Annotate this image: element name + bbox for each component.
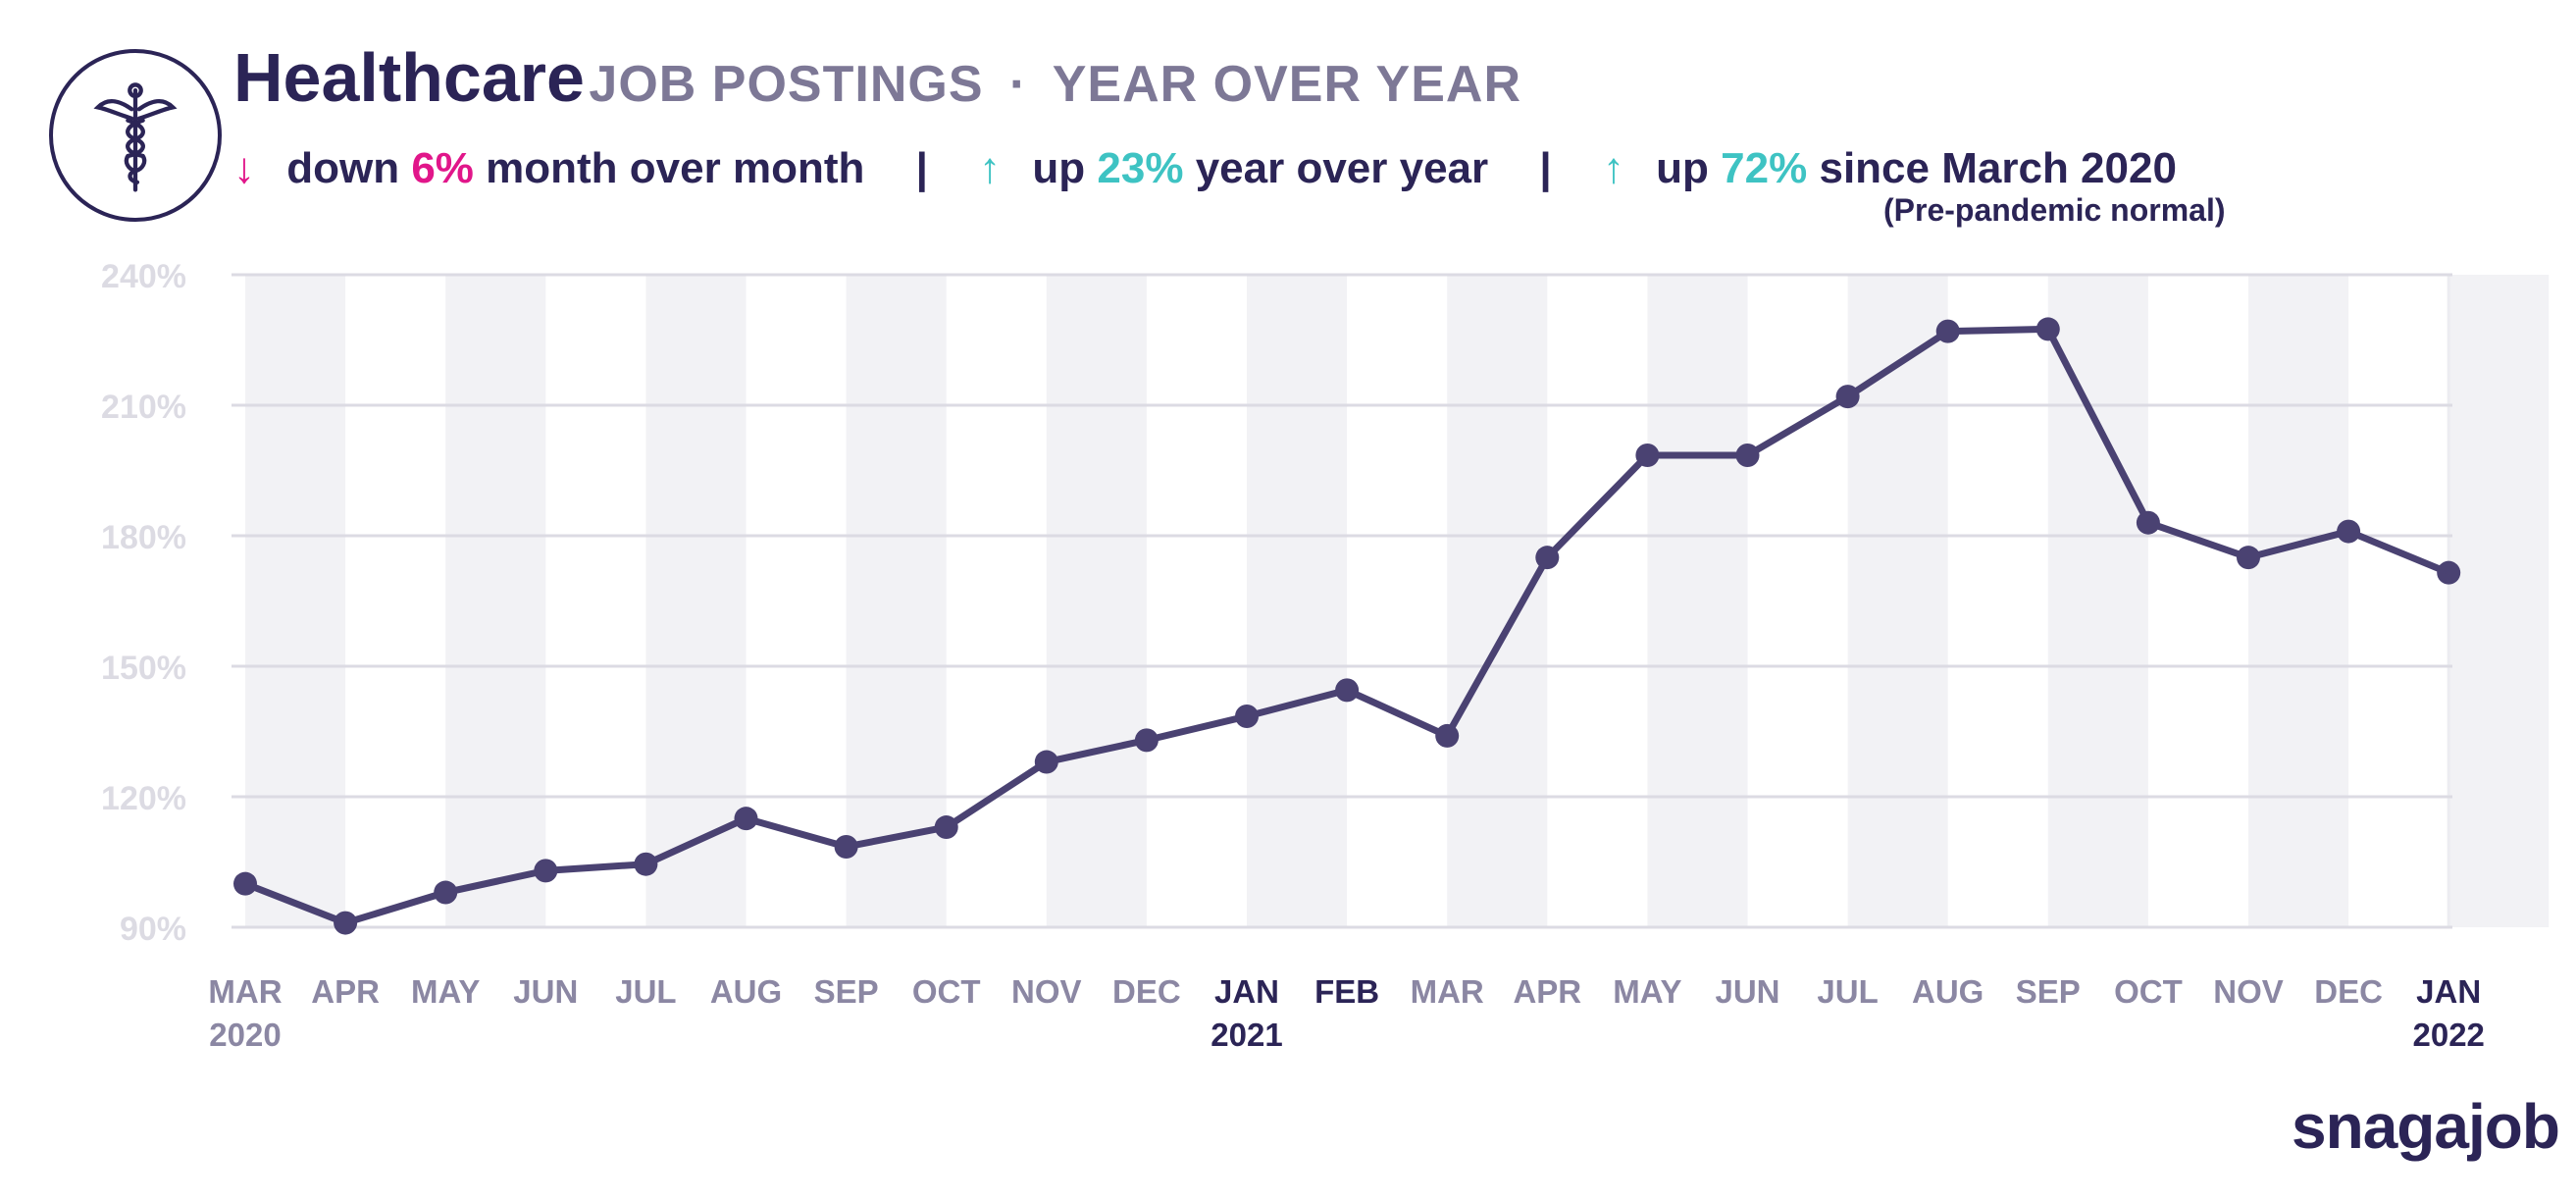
- title-year-over-year: YEAR OVER YEAR: [1052, 56, 1522, 113]
- x-tick-label: SEP: [814, 973, 879, 1010]
- column-band: [1847, 275, 1948, 927]
- stat-mom-value: 6%: [411, 144, 474, 192]
- data-point: [1134, 728, 1159, 753]
- x-tick-label: OCT: [2114, 973, 2183, 1010]
- column-band: [245, 275, 346, 927]
- column-band: [2047, 275, 2148, 927]
- data-point: [1335, 678, 1360, 703]
- pre-pandemic-note: (Pre-pandemic normal): [1883, 192, 2226, 228]
- data-point: [734, 807, 758, 831]
- data-point: [1835, 385, 1860, 409]
- arrow-up-icon: ↑: [1602, 144, 1624, 192]
- stats-row: ↓ down 6% month over month | ↑ up 23% ye…: [233, 137, 2177, 200]
- title-separator-dot: ·: [1008, 56, 1027, 113]
- title-industry: Healthcare: [233, 39, 585, 116]
- x-tick-label: SEP: [2016, 973, 2081, 1010]
- data-point: [434, 880, 458, 905]
- stat-month-over-month: ↓ down 6% month over month: [233, 137, 864, 200]
- y-tick-label: 120%: [101, 780, 186, 817]
- stat-year-over-year: ↑ up 23% year over year: [979, 137, 1488, 200]
- stat-mom-prefix: down: [286, 144, 400, 192]
- data-point: [1535, 546, 1560, 570]
- snagajob-logo: snagajob: [2292, 1091, 2560, 1162]
- data-point: [2337, 519, 2361, 544]
- x-tick-label: JUN: [513, 973, 578, 1010]
- data-point: [1635, 443, 1660, 467]
- stat-since-suffix: since March 2020: [1819, 144, 2177, 192]
- column-band: [1247, 275, 1348, 927]
- data-point: [1435, 723, 1460, 748]
- data-point: [1034, 750, 1058, 774]
- column-band: [2248, 275, 2349, 927]
- stat-separator: |: [1539, 144, 1552, 192]
- x-tick-label: DEC: [1112, 973, 1181, 1010]
- x-tick-label: MAR: [208, 973, 282, 1010]
- data-point: [233, 871, 257, 896]
- x-tick-label: AUG: [710, 973, 782, 1010]
- healthcare-caduceus-logo: [49, 49, 222, 222]
- x-tick-label: MAY: [411, 973, 480, 1010]
- data-point: [934, 815, 958, 840]
- data-point: [2237, 546, 2260, 570]
- stat-mom-suffix: month over month: [486, 144, 865, 192]
- x-year-label: 2021: [1211, 1017, 1282, 1053]
- data-point: [2035, 317, 2060, 341]
- column-band: [846, 275, 947, 927]
- x-tick-label: NOV: [2213, 973, 2284, 1010]
- x-tick-label: JUN: [1715, 973, 1779, 1010]
- stat-yoy-prefix: up: [1032, 144, 1086, 192]
- x-tick-label: NOV: [1011, 973, 1082, 1010]
- stat-yoy-suffix: year over year: [1195, 144, 1489, 192]
- stat-separator: |: [915, 144, 928, 192]
- column-band: [1046, 275, 1147, 927]
- x-year-label: 2020: [209, 1017, 281, 1053]
- stat-since-prefix: up: [1656, 144, 1709, 192]
- x-tick-label: APR: [311, 973, 380, 1010]
- stat-since-value: 72%: [1721, 144, 1808, 192]
- data-point: [2437, 560, 2461, 585]
- y-tick-label: 180%: [101, 519, 186, 556]
- x-tick-label: JUL: [1817, 973, 1878, 1010]
- x-tick-label: MAY: [1613, 973, 1681, 1010]
- caduceus-icon: [93, 82, 178, 192]
- y-tick-label: 210%: [101, 389, 186, 426]
- data-point: [2136, 510, 2160, 535]
- data-point: [634, 852, 658, 876]
- data-point: [1735, 443, 1760, 467]
- data-point: [334, 911, 358, 935]
- title-job-postings: JOB POSTINGS: [589, 56, 984, 113]
- stat-yoy-value: 23%: [1097, 144, 1184, 192]
- x-tick-label: JAN: [2416, 973, 2481, 1010]
- column-band: [445, 275, 546, 927]
- y-tick-label: 150%: [101, 650, 186, 687]
- column-band: [1647, 275, 1748, 927]
- arrow-down-icon: ↓: [233, 144, 255, 192]
- data-point: [1235, 704, 1259, 728]
- column-band: [2448, 275, 2550, 927]
- y-tick-label: 240%: [101, 258, 186, 295]
- x-year-label: 2022: [2412, 1017, 2484, 1053]
- y-tick-label: 90%: [120, 911, 186, 948]
- data-point: [534, 859, 558, 883]
- x-tick-label: FEB: [1314, 973, 1379, 1010]
- x-tick-label: OCT: [912, 973, 981, 1010]
- arrow-up-icon: ↑: [979, 144, 1002, 192]
- stat-since-march-2020: ↑ up 72% since March 2020: [1603, 137, 2177, 200]
- x-tick-label: MAR: [1411, 973, 1484, 1010]
- x-tick-label: DEC: [2314, 973, 2383, 1010]
- x-tick-label: APR: [1513, 973, 1581, 1010]
- x-tick-label: AUG: [1912, 973, 1984, 1010]
- x-tick-label: JUL: [615, 973, 676, 1010]
- data-point: [834, 834, 858, 859]
- chart-title: Healthcare JOB POSTINGS · YEAR OVER YEAR: [233, 33, 1521, 141]
- data-point: [1935, 319, 1960, 343]
- x-tick-label: JAN: [1214, 973, 1279, 1010]
- column-band: [1447, 275, 1548, 927]
- column-band: [645, 275, 747, 927]
